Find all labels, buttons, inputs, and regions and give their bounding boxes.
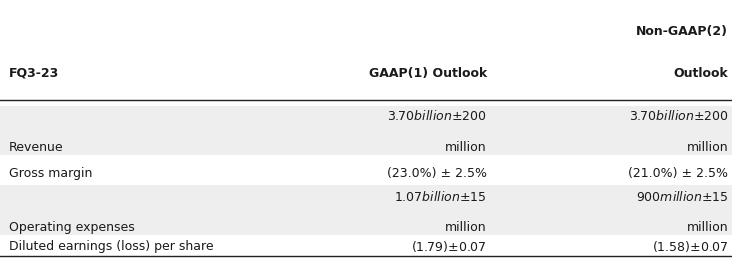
Bar <box>0 106 732 155</box>
Text: Gross margin: Gross margin <box>9 167 92 180</box>
Text: Non-GAAP(2): Non-GAAP(2) <box>636 25 728 38</box>
Text: Operating expenses: Operating expenses <box>9 221 135 234</box>
Text: FQ3-23: FQ3-23 <box>9 67 59 80</box>
Text: million: million <box>687 141 728 154</box>
Text: $1.07 billion ± $15: $1.07 billion ± $15 <box>395 190 487 204</box>
Text: $3.70 billion ± $200: $3.70 billion ± $200 <box>629 109 728 123</box>
Text: Revenue: Revenue <box>9 141 64 154</box>
Text: (23.0%) ± 2.5%: (23.0%) ± 2.5% <box>386 167 487 180</box>
Text: million: million <box>687 221 728 234</box>
Text: million: million <box>445 221 487 234</box>
Text: Diluted earnings (loss) per share: Diluted earnings (loss) per share <box>9 240 214 253</box>
Text: (21.0%) ± 2.5%: (21.0%) ± 2.5% <box>628 167 728 180</box>
Text: Outlook: Outlook <box>673 67 728 80</box>
Text: million: million <box>445 141 487 154</box>
Text: $900 million ± $15: $900 million ± $15 <box>635 190 728 204</box>
Text: $3.70 billion ± $200: $3.70 billion ± $200 <box>387 109 487 123</box>
Bar <box>0 185 732 235</box>
Text: ($1.79) ± $0.07: ($1.79) ± $0.07 <box>411 239 487 254</box>
Text: ($1.58) ± $0.07: ($1.58) ± $0.07 <box>651 239 728 254</box>
Text: GAAP(1) Outlook: GAAP(1) Outlook <box>368 67 487 80</box>
